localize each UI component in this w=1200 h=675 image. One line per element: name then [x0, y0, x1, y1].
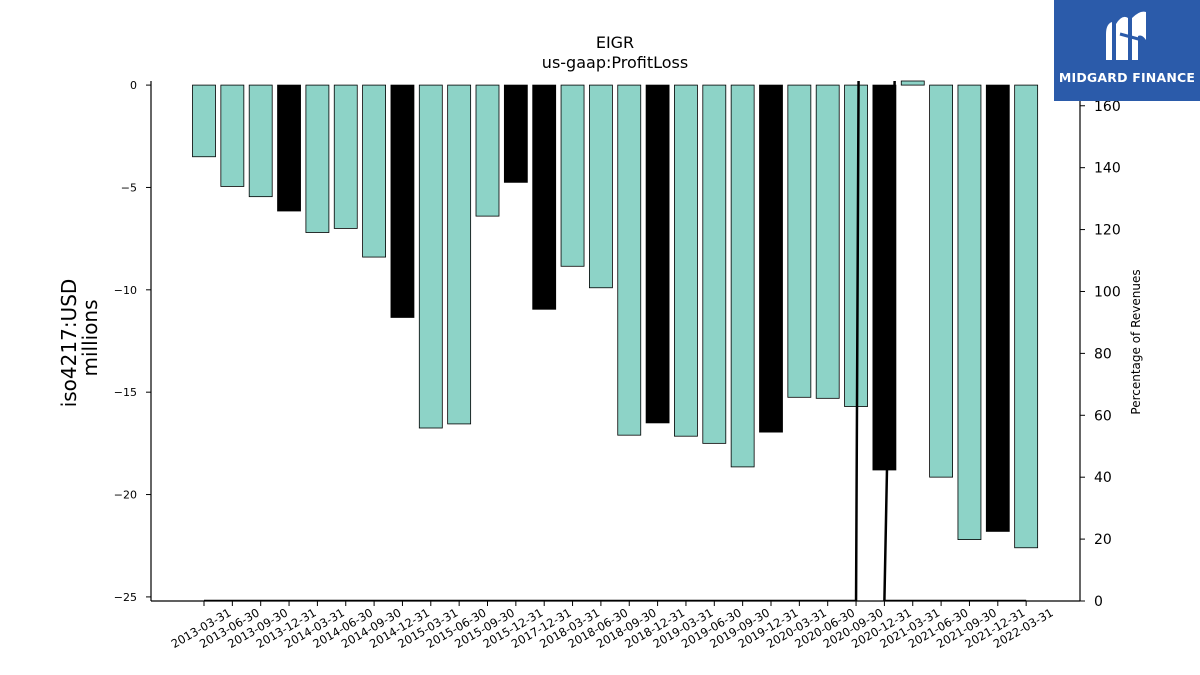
bar-2020-12-31: [872, 84, 897, 471]
bar-2021-12-31: [985, 84, 1010, 532]
y-tick-label: 0: [130, 79, 137, 92]
bar-2019-09-30: [730, 84, 755, 468]
y-tick-label: −10: [114, 284, 137, 297]
bar-2014-12-31: [390, 84, 415, 318]
bar-2015-12-31: [503, 84, 528, 183]
bar-2017-12-31: [532, 84, 557, 310]
chart-subtitle: us-gaap:ProfitLoss: [542, 53, 688, 72]
bar-2013-03-31: [192, 84, 216, 158]
bar-2014-09-30: [362, 84, 387, 258]
y2-tick-label: 60: [1094, 408, 1112, 424]
bar-2020-06-30: [815, 84, 840, 399]
bar-2014-06-30: [333, 84, 358, 229]
bar-2018-12-31: [645, 84, 670, 424]
y2-tick-label: 140: [1094, 161, 1121, 177]
y-tick-label: −15: [114, 386, 137, 399]
bar-2019-06-30: [702, 84, 727, 444]
y2-tick-label: 160: [1094, 99, 1121, 115]
logo-text: MIDGARD FINANCE: [1058, 70, 1196, 85]
y-axis-label-line2: millions: [78, 299, 102, 376]
y2-tick-label: 100: [1094, 284, 1121, 300]
bar-2022-03-31: [1014, 84, 1039, 549]
y2-tick-label: 120: [1094, 223, 1121, 239]
y-tick-label: −25: [114, 591, 137, 604]
y2-tick-label: 20: [1094, 532, 1112, 548]
bar-2020-03-31: [787, 84, 812, 398]
bar-2018-09-30: [617, 84, 642, 436]
bar-2014-03-31: [305, 84, 330, 233]
percentage-line: [204, 81, 1027, 601]
midgard-finance-logo: MIDGARD FINANCE: [1054, 0, 1200, 101]
bar-2019-03-31: [674, 84, 698, 437]
axes-group: 0−5−10−15−20−25 0204060801001201401602013…: [114, 79, 1121, 651]
chart-title: EIGR: [596, 33, 634, 52]
bar-2018-06-30: [589, 84, 613, 289]
bar-2021-03-31: [900, 80, 925, 86]
bar-2013-12-31: [277, 84, 301, 212]
y2-tick-label: 0: [1094, 594, 1103, 610]
bar-2018-03-31: [560, 84, 585, 267]
y2-tick-label: 40: [1094, 470, 1112, 486]
line-group: [204, 81, 1027, 601]
bar-2013-09-30: [248, 84, 273, 198]
bar-2015-06-30: [447, 84, 472, 425]
bar-2013-06-30: [220, 84, 245, 187]
y-axis-label-line1: iso4217:USD: [57, 279, 81, 408]
midgard-logo-icon: [1106, 11, 1146, 61]
y2-tick-label: 80: [1094, 346, 1112, 362]
bars-group: [192, 80, 1039, 549]
y-tick-label: −5: [121, 181, 137, 194]
bar-2021-06-30: [929, 84, 953, 478]
bar-2015-03-31: [418, 84, 443, 429]
y2-axis-label: Percentage of Revenues: [1129, 269, 1143, 414]
y-tick-label: −20: [114, 489, 137, 502]
bar-2019-12-31: [759, 84, 783, 433]
bar-2015-09-30: [475, 84, 500, 217]
bar-2021-09-30: [957, 84, 982, 540]
